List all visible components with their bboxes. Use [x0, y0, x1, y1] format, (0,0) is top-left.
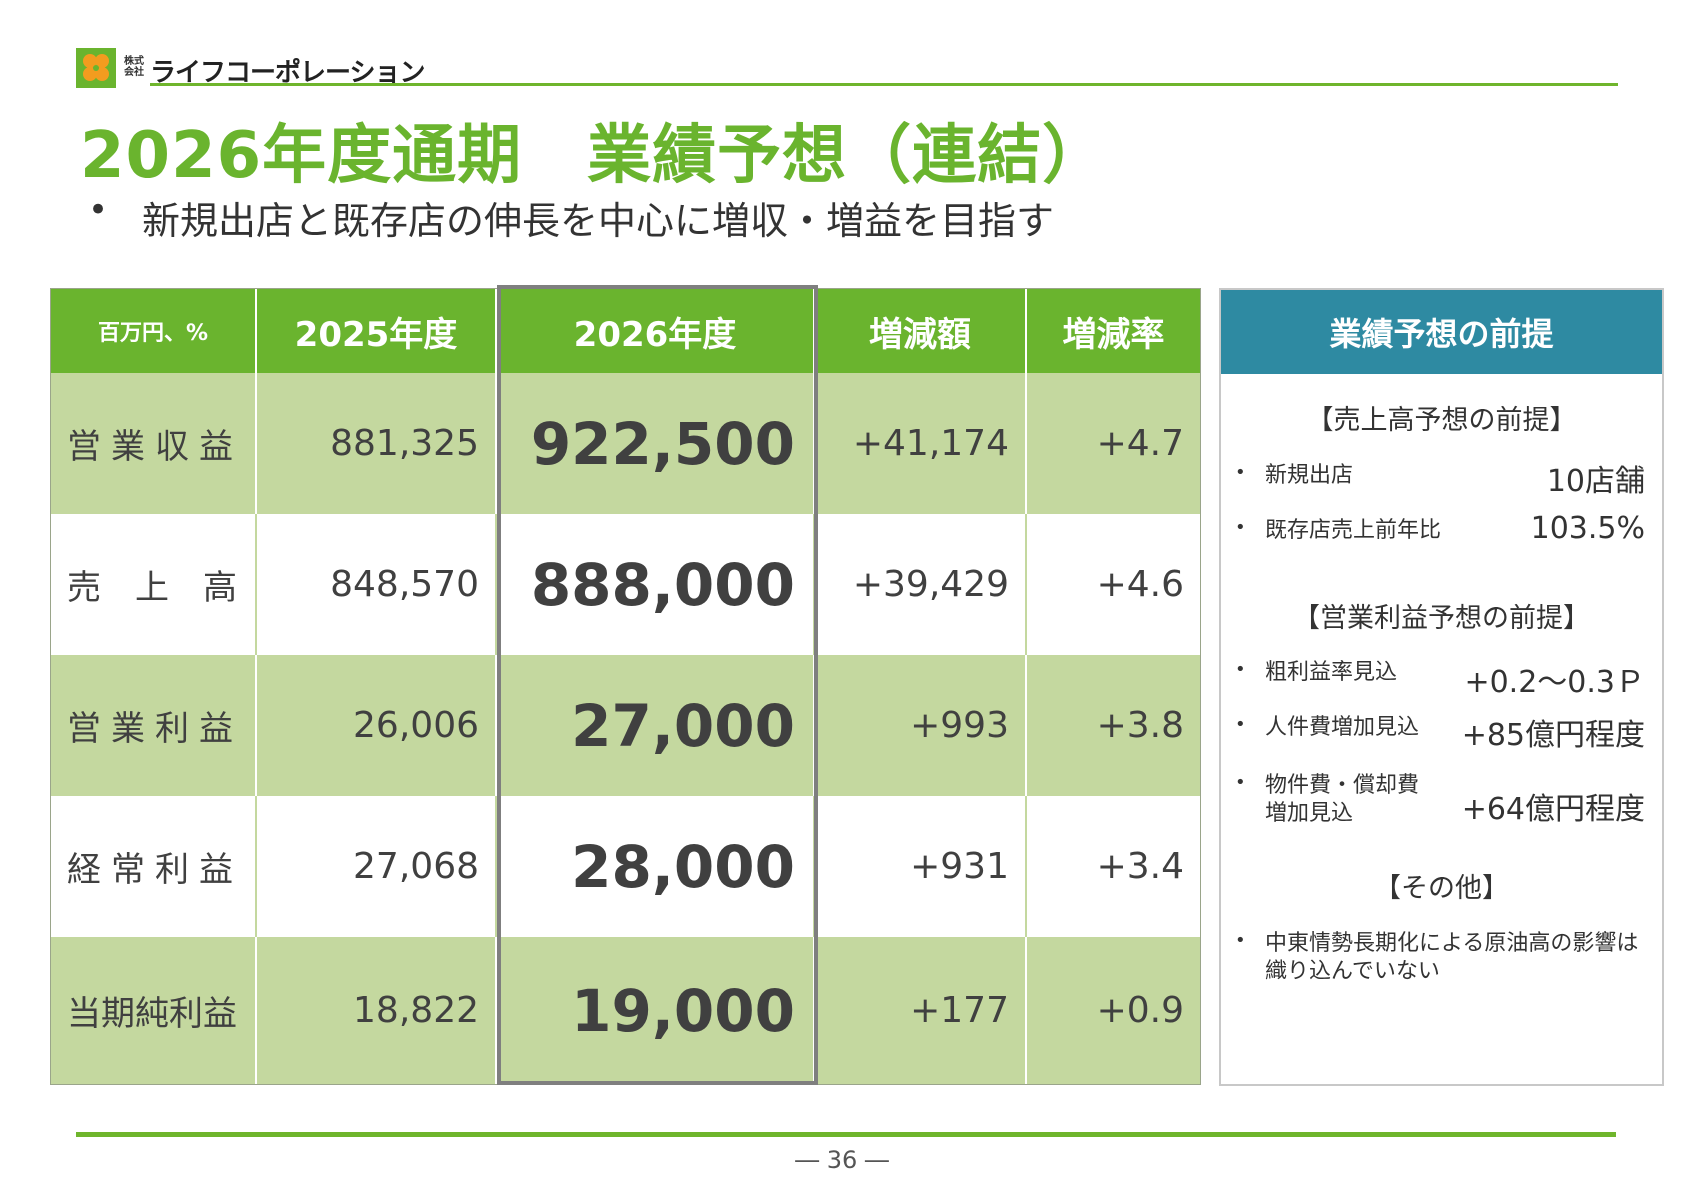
- profit-assumptions-title: 【営業利益予想の前提】: [1293, 603, 1590, 634]
- bullet: •: [1235, 517, 1246, 538]
- bullet: •: [1235, 714, 1246, 735]
- assumptions-panel: 業績予想の前提 【売上高予想の前提】 • 新規出店 10店舗 • 既存店売上前年…: [1219, 288, 1664, 1086]
- value-change-amount: +931: [815, 796, 1027, 937]
- column-header-2025: 2025年度: [257, 289, 497, 373]
- subtitle-bullet: •: [88, 190, 109, 230]
- value-2026: 19,000: [497, 937, 815, 1084]
- value-2026: 922,500: [497, 373, 815, 514]
- row-label: 経常利益: [51, 796, 257, 937]
- item-label: 既存店売上前年比: [1265, 518, 1442, 543]
- page-number: ― 36 ―: [795, 1146, 889, 1174]
- row-label: 営業収益: [51, 373, 257, 514]
- row-label: 営業利益: [51, 655, 257, 796]
- list-item: • 既存店売上前年比 103.5%: [1235, 511, 1645, 553]
- table-row-net-sales: 売 上 高 848,570 888,000 +39,429 +4.6: [51, 514, 1200, 655]
- item-value: +0.2～0.3Ｐ: [1464, 665, 1645, 700]
- header-divider: [150, 83, 1618, 86]
- table-row-net-income: 当期純利益 18,822 19,000 +177 +0.9: [51, 937, 1200, 1084]
- list-item: • 中東情勢長期化による原油高の影響は 織り込んでいない: [1235, 930, 1645, 990]
- value-change-amount: +41,174: [815, 373, 1027, 514]
- list-item: • 粗利益率見込 +0.2～0.3Ｐ: [1235, 659, 1645, 700]
- item-label: 人件費増加見込: [1265, 715, 1420, 740]
- clover-logo-icon: [76, 48, 116, 88]
- item-value: +85億円程度: [1461, 718, 1645, 753]
- list-item: • 物件費・償却費 増加見込 +64億円程度: [1235, 772, 1645, 832]
- value-change-rate: +4.6: [1096, 564, 1184, 605]
- row-label: 売 上 高: [51, 514, 257, 655]
- value-2025: 27,068: [257, 796, 497, 937]
- item-label-line2: 増加見込: [1265, 801, 1354, 826]
- list-item: • 新規出店 10店舗: [1235, 462, 1645, 499]
- value-change-rate: +3.8: [1096, 705, 1184, 746]
- item-text-line1: 中東情勢長期化による原油高の影響は: [1265, 931, 1639, 956]
- item-value: 10店舗: [1546, 464, 1645, 499]
- item-text-line2: 織り込んでいない: [1265, 959, 1440, 984]
- unit-header: 百万円、%: [51, 289, 257, 373]
- corp-type-label: 株式会社: [124, 56, 144, 78]
- item-label: 粗利益率見込: [1265, 660, 1398, 685]
- row-label: 当期純利益: [51, 937, 257, 1084]
- value-2025: 881,325: [257, 373, 497, 514]
- value-2025: 18,822: [257, 937, 497, 1084]
- value-2026: 28,000: [497, 796, 815, 937]
- value-change-rate: +4.7: [1096, 423, 1184, 464]
- item-label-line1: 物件費・償却費: [1265, 773, 1420, 798]
- value-change-amount: +177: [815, 937, 1027, 1084]
- sales-assumptions-title: 【売上高予想の前提】: [1306, 405, 1577, 436]
- footer-divider: [76, 1132, 1616, 1137]
- value-2026: 888,000: [497, 514, 815, 655]
- column-header-change-rate: 増減率: [1062, 314, 1165, 355]
- page-subtitle: 新規出店と既存店の伸長を中心に増収・増益を目指す: [142, 199, 1055, 243]
- table-row-operating-profit: 営業利益 26,006 27,000 +993 +3.8: [51, 655, 1200, 796]
- value-change-amount: +39,429: [815, 514, 1027, 655]
- value-2025: 848,570: [257, 514, 497, 655]
- value-change-rate: +3.4: [1096, 846, 1184, 887]
- value-2026: 27,000: [497, 655, 815, 796]
- item-label: 新規出店: [1265, 463, 1354, 488]
- item-value: 103.5%: [1530, 511, 1645, 546]
- assumptions-panel-title: 業績予想の前提: [1221, 290, 1662, 374]
- other-assumptions-title: 【その他】: [1374, 873, 1509, 904]
- list-item: • 人件費増加見込 +85億円程度: [1235, 714, 1645, 754]
- item-value: +64億円程度: [1461, 792, 1645, 827]
- page-title: 2026年度通期 業績予想（連結）: [80, 119, 1108, 193]
- column-header-2026: 2026年度: [497, 289, 815, 373]
- column-header-change-amount: 増減額: [815, 289, 1027, 373]
- table-header-row: 百万円、% 2025年度 2026年度 増減額 増減率: [51, 289, 1200, 373]
- value-2025: 26,006: [257, 655, 497, 796]
- bullet: •: [1235, 659, 1246, 680]
- table-row-operating-revenue: 営業収益 881,325 922,500 +41,174 +4.7: [51, 373, 1200, 514]
- value-change-rate: +0.9: [1096, 990, 1184, 1031]
- forecast-table: 百万円、% 2025年度 2026年度 増減額 増減率 営業収益 881,325…: [50, 288, 1201, 1085]
- table-row-ordinary-profit: 経常利益 27,068 28,000 +931 +3.4: [51, 796, 1200, 937]
- bullet: •: [1235, 930, 1246, 951]
- bullet: •: [1235, 462, 1246, 483]
- bullet: •: [1235, 772, 1246, 793]
- value-change-amount: +993: [815, 655, 1027, 796]
